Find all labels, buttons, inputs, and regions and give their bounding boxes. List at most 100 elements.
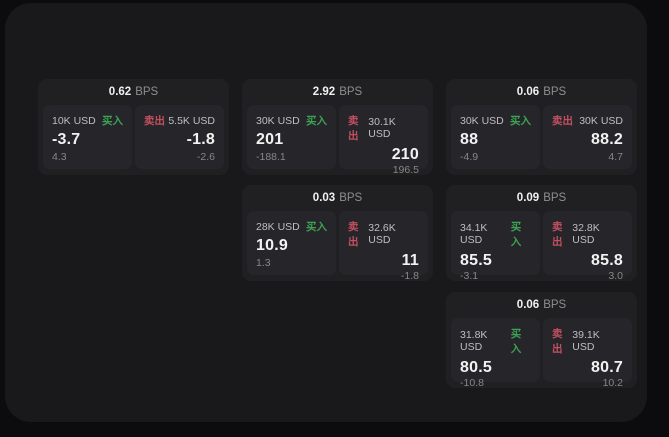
buy-panel[interactable]: 30K USD 买入 88 -4.9 <box>451 105 540 169</box>
buy-side-label: 买入 <box>510 221 522 248</box>
sell-delta: -1.8 <box>400 270 419 282</box>
buy-size-label: 31.8K USD <box>460 329 488 353</box>
buy-side-label: 买入 <box>306 221 327 233</box>
buy-price: 201 <box>256 131 284 148</box>
buy-panel[interactable]: 30K USD 买入 201 -188.1 <box>247 105 336 169</box>
buy-panel[interactable]: 10K USD 买入 -3.7 4.3 <box>43 105 132 169</box>
sell-panel[interactable]: 卖出 32.8K USD 85.8 3.0 <box>543 211 632 282</box>
quote-panels: 10K USD 买入 -3.7 4.3 卖出 5.5K USD -1.8 -2.… <box>38 105 229 169</box>
sell-size-label: 5.5K USD <box>168 114 215 127</box>
buy-side-label: 买入 <box>306 115 327 127</box>
buy-panel[interactable]: 34.1K USD 买入 85.5 -3.1 <box>451 211 540 282</box>
bps-unit-label: BPS <box>339 192 363 204</box>
quote-card: 0.62 BPS 10K USD 买入 -3.7 4.3 卖出 5.5K USD… <box>38 79 229 175</box>
bps-value: 0.06 <box>516 299 540 311</box>
sell-panel-header: 卖出 5.5K USD <box>144 113 215 128</box>
buy-size-label: 30K USD <box>256 114 300 127</box>
buy-price: 10.9 <box>256 237 288 254</box>
bps-value: 0.62 <box>108 86 132 98</box>
sell-panel[interactable]: 卖出 32.6K USD 11 -1.8 <box>339 211 428 282</box>
buy-size-label: 30K USD <box>460 114 504 127</box>
buy-price: 85.5 <box>460 252 492 269</box>
sell-panel[interactable]: 卖出 30.1K USD 210 196.5 <box>339 105 428 176</box>
bps-unit-label: BPS <box>339 86 363 98</box>
quote-panels: 30K USD 买入 88 -4.9 卖出 30K USD 88.2 4.7 <box>446 105 637 169</box>
buy-delta: -188.1 <box>256 151 286 163</box>
sell-side-label: 卖出 <box>552 328 563 355</box>
sell-delta: -2.6 <box>196 151 215 163</box>
bps-unit-label: BPS <box>135 86 159 98</box>
buy-panel[interactable]: 31.8K USD 买入 80.5 -10.8 <box>451 318 540 389</box>
sell-delta: 196.5 <box>392 164 419 176</box>
buy-delta: -4.9 <box>460 151 479 163</box>
sell-panel[interactable]: 卖出 5.5K USD -1.8 -2.6 <box>135 105 224 169</box>
card-header: 0.09 BPS <box>446 185 637 211</box>
sell-panel-header: 卖出 30.1K USD <box>348 113 419 143</box>
sell-side-label: 卖出 <box>552 221 563 248</box>
buy-side-label: 买入 <box>510 328 522 355</box>
sell-size-label: 30.1K USD <box>368 116 396 140</box>
sell-price: -1.8 <box>186 131 215 148</box>
buy-side-label: 买入 <box>102 115 123 127</box>
sell-price: 80.7 <box>591 359 623 376</box>
buy-panel-header: 30K USD 买入 <box>256 113 327 128</box>
sell-panel-header: 卖出 32.6K USD <box>348 219 419 249</box>
sell-side-label: 卖出 <box>348 221 359 248</box>
buy-panel-header: 31.8K USD 买入 <box>460 326 531 356</box>
quote-panels: 28K USD 买入 10.9 1.3 卖出 32.6K USD 11 -1.8 <box>242 211 433 282</box>
buy-panel-header: 28K USD 买入 <box>256 219 327 234</box>
bps-unit-label: BPS <box>543 86 567 98</box>
buy-panel-header: 10K USD 买入 <box>52 113 123 128</box>
bps-value: 2.92 <box>312 86 336 98</box>
sell-delta: 4.7 <box>608 151 623 163</box>
quote-panels: 31.8K USD 买入 80.5 -10.8 卖出 39.1K USD 80.… <box>446 318 637 389</box>
sell-price: 11 <box>401 252 419 269</box>
sell-panel[interactable]: 卖出 39.1K USD 80.7 10.2 <box>543 318 632 389</box>
sell-side-label: 卖出 <box>144 115 165 127</box>
card-header: 0.62 BPS <box>38 79 229 105</box>
app-window: 0.62 BPS 10K USD 买入 -3.7 4.3 卖出 5.5K USD… <box>5 3 647 422</box>
sell-panel[interactable]: 卖出 30K USD 88.2 4.7 <box>543 105 632 169</box>
quote-card: 0.06 BPS 30K USD 买入 88 -4.9 卖出 30K USD 8… <box>446 79 637 175</box>
sell-side-label: 卖出 <box>552 115 573 127</box>
bps-value: 0.06 <box>516 86 540 98</box>
quote-panels: 34.1K USD 买入 85.5 -3.1 卖出 32.8K USD 85.8… <box>446 211 637 282</box>
sell-size-label: 39.1K USD <box>572 329 600 353</box>
sell-panel-header: 卖出 30K USD <box>552 113 623 128</box>
buy-panel[interactable]: 28K USD 买入 10.9 1.3 <box>247 211 336 275</box>
buy-delta: -10.8 <box>460 377 484 389</box>
sell-price: 88.2 <box>591 131 623 148</box>
buy-price: -3.7 <box>52 131 81 148</box>
buy-price: 80.5 <box>460 359 492 376</box>
buy-price: 88 <box>460 131 479 148</box>
quote-card: 0.09 BPS 34.1K USD 买入 85.5 -3.1 卖出 32.8K… <box>446 185 637 282</box>
sell-delta: 3.0 <box>608 270 623 282</box>
buy-delta: -3.1 <box>460 270 479 282</box>
sell-panel-header: 卖出 39.1K USD <box>552 326 623 356</box>
quote-panels: 30K USD 买入 201 -188.1 卖出 30.1K USD 210 1… <box>242 105 433 176</box>
sell-size-label: 32.8K USD <box>572 222 600 246</box>
buy-size-label: 28K USD <box>256 220 300 233</box>
bps-unit-label: BPS <box>543 192 567 204</box>
buy-panel-header: 30K USD 买入 <box>460 113 531 128</box>
sell-side-label: 卖出 <box>348 115 359 142</box>
buy-delta: 1.3 <box>256 257 271 269</box>
buy-size-label: 10K USD <box>52 114 96 127</box>
buy-size-label: 34.1K USD <box>460 222 488 246</box>
card-header: 2.92 BPS <box>242 79 433 105</box>
card-header: 0.06 BPS <box>446 79 637 105</box>
sell-size-label: 32.6K USD <box>368 222 396 246</box>
bps-value: 0.09 <box>516 192 540 204</box>
sell-price: 210 <box>391 146 419 163</box>
sell-size-label: 30K USD <box>579 114 623 127</box>
card-header: 0.03 BPS <box>242 185 433 211</box>
sell-price: 85.8 <box>591 252 623 269</box>
quote-card: 2.92 BPS 30K USD 买入 201 -188.1 卖出 30.1K … <box>242 79 433 176</box>
buy-side-label: 买入 <box>510 115 531 127</box>
sell-panel-header: 卖出 32.8K USD <box>552 219 623 249</box>
bps-value: 0.03 <box>312 192 336 204</box>
buy-panel-header: 34.1K USD 买入 <box>460 219 531 249</box>
sell-delta: 10.2 <box>602 377 623 389</box>
quote-card: 0.03 BPS 28K USD 买入 10.9 1.3 卖出 32.6K US… <box>242 185 433 282</box>
